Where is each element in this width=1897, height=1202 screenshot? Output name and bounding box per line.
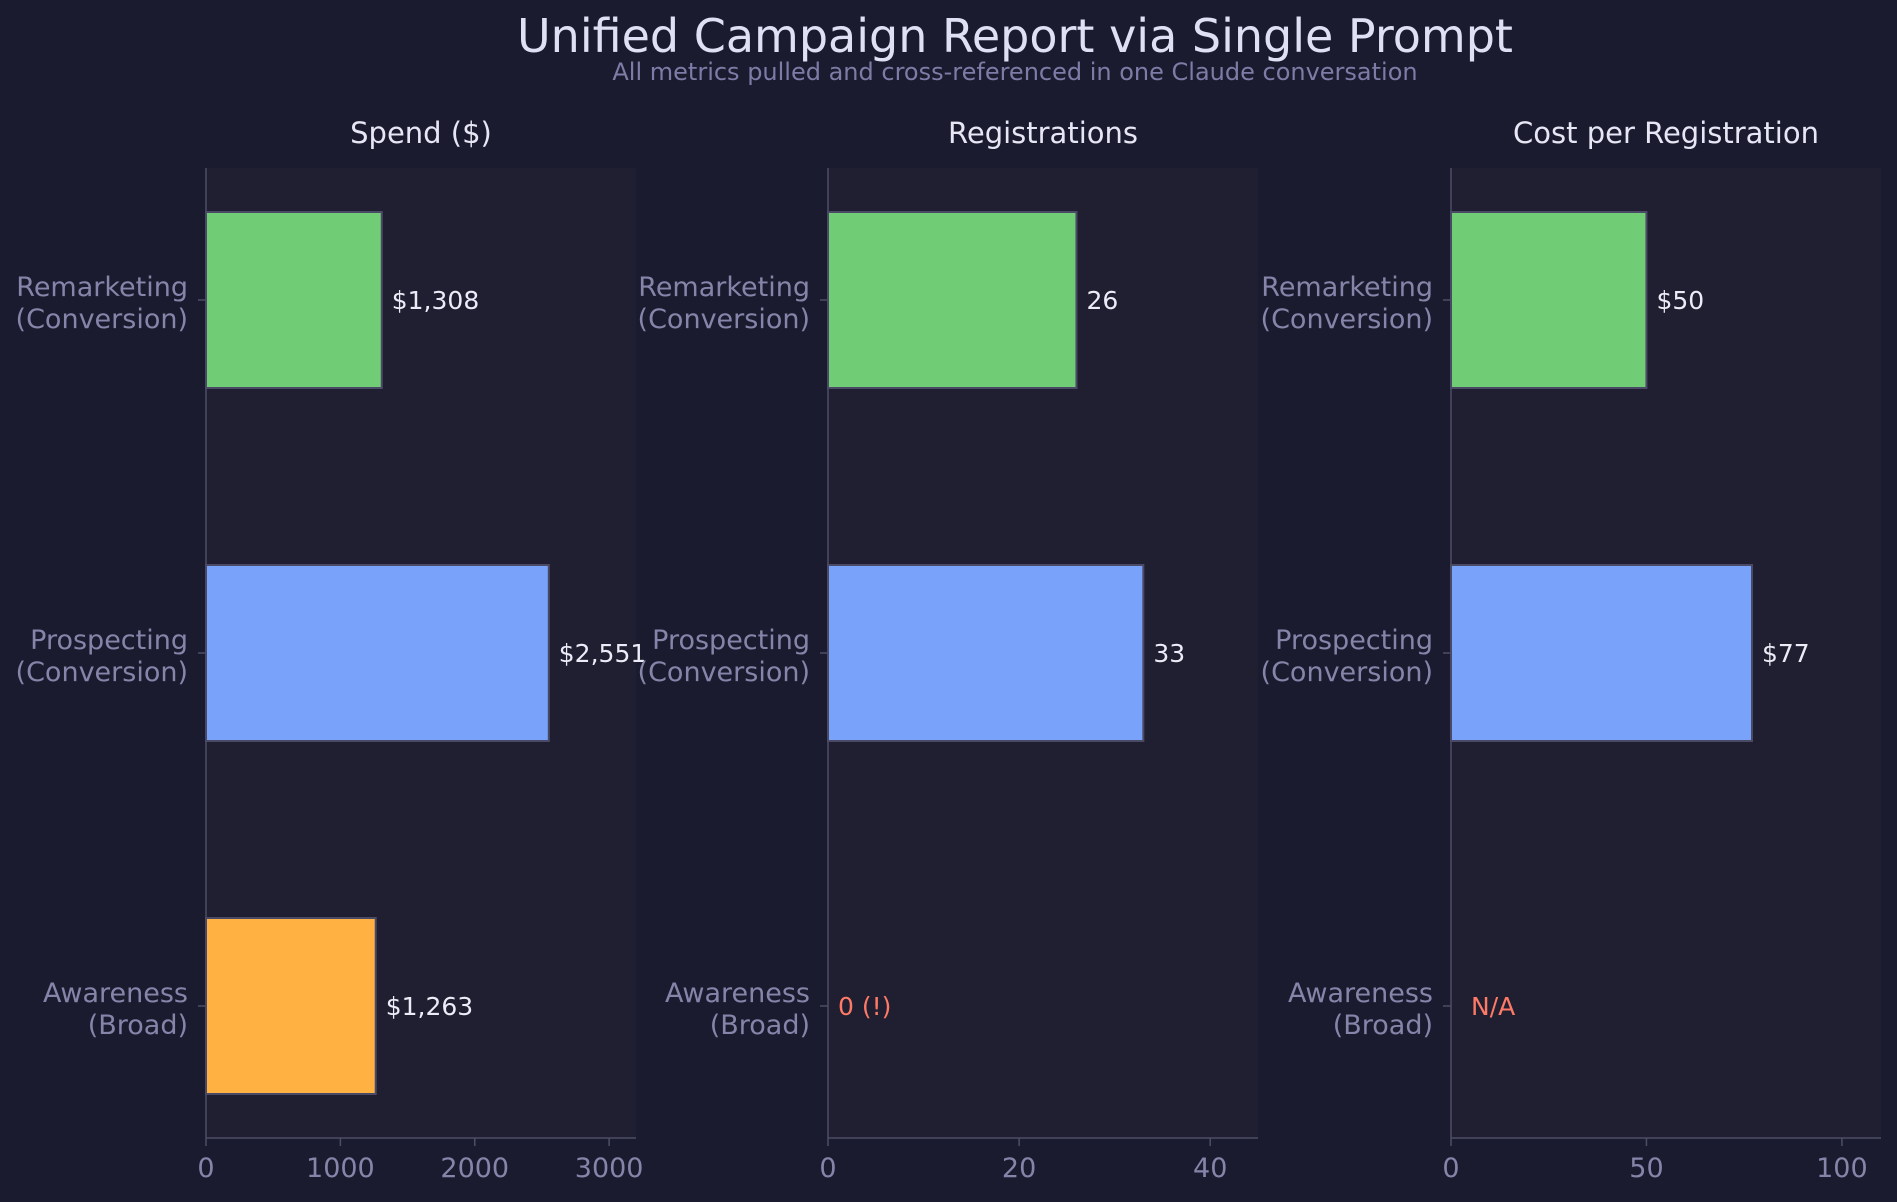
category-label: Prospecting (Conversion)	[638, 625, 810, 688]
bar-1	[827, 211, 1078, 389]
value-label: 26	[1086, 286, 1118, 315]
value-label: $1,308	[392, 286, 479, 315]
bar-2	[205, 564, 550, 742]
bar-1	[205, 211, 383, 389]
value-label: $2,551	[559, 639, 646, 668]
category-label: Prospecting (Conversion)	[1261, 625, 1433, 688]
category-label: Awareness (Broad)	[43, 978, 188, 1041]
x-tick-label: 40	[1193, 1153, 1227, 1184]
bar-2	[1450, 564, 1753, 742]
panel-title: Registrations	[948, 116, 1138, 150]
x-tick-label: 1000	[306, 1153, 375, 1184]
category-label: Remarketing (Conversion)	[638, 272, 810, 335]
category-label: Awareness (Broad)	[665, 978, 810, 1041]
chart-panel-2: Registrations 0 20 40 Remarketing (Conversion…	[638, 116, 1258, 1184]
x-tick-label: 0	[1442, 1153, 1459, 1184]
bar-1	[1450, 211, 1648, 389]
chart-subtitle: All metrics pulled and cross-referenced …	[612, 58, 1417, 86]
panel-title: Cost per Registration	[1513, 116, 1819, 150]
chart-panel-3: Cost per Registration 0 50 100 Remarketing (C…	[1261, 116, 1881, 1184]
x-tick-label: 50	[1629, 1153, 1663, 1184]
category-label: Awareness (Broad)	[1288, 978, 1433, 1041]
value-label: N/A	[1471, 992, 1515, 1021]
bar-3	[205, 917, 377, 1095]
x-tick-label: 20	[1002, 1153, 1036, 1184]
x-tick-label: 2000	[440, 1153, 509, 1184]
value-label: $1,263	[386, 992, 473, 1021]
value-label: 0 (!)	[838, 992, 891, 1021]
category-label: Remarketing (Conversion)	[1261, 272, 1433, 335]
x-tick-label: 0	[819, 1153, 836, 1184]
x-tick-label: 100	[1816, 1153, 1868, 1184]
value-label: 33	[1153, 639, 1185, 668]
chart-panel-1: Spend ($) 0 1000 2000 3000 Remarketing (Conver…	[16, 116, 647, 1184]
x-tick-label: 0	[197, 1153, 214, 1184]
value-label: $50	[1656, 286, 1704, 315]
x-tick-label: 3000	[575, 1153, 644, 1184]
value-label: $77	[1762, 639, 1810, 668]
bar-2	[827, 564, 1145, 742]
chart-title: Unified Campaign Report via Single Promp…	[517, 9, 1513, 63]
category-label: Prospecting (Conversion)	[16, 625, 188, 688]
category-label: Remarketing (Conversion)	[16, 272, 188, 335]
panel-title: Spend ($)	[350, 116, 492, 150]
